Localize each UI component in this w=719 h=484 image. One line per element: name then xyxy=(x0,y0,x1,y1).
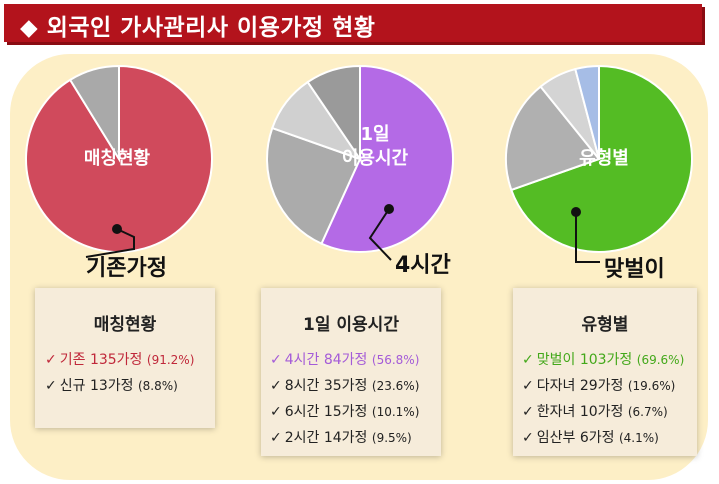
item-percent: (4.1%) xyxy=(618,431,659,445)
summary-item: ✓ 4시간 84가정 (56.8%) xyxy=(270,347,441,373)
callout-dot-3 xyxy=(571,207,581,217)
item-percent: (91.2%) xyxy=(146,353,195,367)
item-text: 기존 135가정 xyxy=(59,352,147,368)
item-text: 신규 13가정 xyxy=(59,378,138,394)
summary-item: ✓ 맞벌이 103가정 (69.6%) xyxy=(522,347,697,373)
summary-item: ✓ 신규 13가정 (8.8%) xyxy=(45,373,215,399)
check-icon: ✓ xyxy=(522,378,534,394)
callout-line-2 xyxy=(368,208,392,261)
box-title: 유형별 xyxy=(581,315,629,335)
page-title: ◆ 외국인 가사관리사 이용가정 현황 xyxy=(20,15,376,41)
summary-box-daily-hours: 1일 이용시간 ✓ 4시간 84가정 (56.8%) ✓ 8시간 35가정 (23.6… xyxy=(261,288,441,456)
check-icon: ✓ xyxy=(522,430,534,446)
check-icon: ✓ xyxy=(270,378,282,394)
item-percent: (8.8%) xyxy=(137,379,178,393)
callout-line-1 xyxy=(85,228,135,258)
box-items: ✓ 4시간 84가정 (56.8%) ✓ 8시간 35가정 (23.6%) ✓ 6시간 1… xyxy=(261,347,441,451)
item-percent: (19.6%) xyxy=(627,379,676,393)
summary-item: ✓ 2시간 14가정 (9.5%) xyxy=(270,425,441,451)
box-items: ✓ 맞벌이 103가정 (69.6%) ✓ 다자녀 29가정 (19.6%) ✓ 한자녀 … xyxy=(513,347,697,451)
callout-line-3 xyxy=(575,212,600,263)
pie-center-label: 1일 xyxy=(360,124,389,145)
box-title: 1일 이용시간 xyxy=(303,315,399,335)
callout-dot-1 xyxy=(112,224,122,234)
item-text: 2시간 14가정 xyxy=(284,430,372,446)
check-icon: ✓ xyxy=(270,404,282,420)
item-text: 다자녀 29가정 xyxy=(536,378,628,394)
check-icon: ✓ xyxy=(522,352,534,368)
pie-slice xyxy=(505,85,601,192)
callout-dot-2 xyxy=(384,204,394,214)
box-items: ✓ 기존 135가정 (91.2%) ✓ 신규 13가정 (8.8%) xyxy=(35,347,215,399)
callout-label-3: 맞벌이 xyxy=(604,257,665,282)
item-percent: (10.1%) xyxy=(371,405,420,419)
check-icon: ✓ xyxy=(45,352,57,368)
pie-center-label: 매칭현황 xyxy=(84,148,151,169)
check-icon: ✓ xyxy=(45,378,57,394)
summary-item: ✓ 한자녀 10가정 (6.7%) xyxy=(522,399,697,425)
item-text: 4시간 84가정 xyxy=(284,352,372,368)
item-text: 임산부 6가정 xyxy=(536,430,619,446)
item-percent: (6.7%) xyxy=(627,405,668,419)
check-icon: ✓ xyxy=(522,404,534,420)
pie-slice xyxy=(266,126,362,245)
pie-slice xyxy=(68,64,120,163)
pie-chart-matching: 매칭현황 xyxy=(25,64,213,253)
item-percent: (56.8%) xyxy=(371,353,420,367)
pie-slice xyxy=(320,64,454,253)
pie-slice xyxy=(306,64,361,163)
item-text: 6시간 15가정 xyxy=(284,404,372,420)
check-icon: ✓ xyxy=(270,352,282,368)
pie-center-label: 이용시간 xyxy=(342,148,409,169)
callout-label-1: 기존가정 xyxy=(86,256,167,281)
summary-item: ✓ 8시간 35가정 (23.6%) xyxy=(270,373,441,399)
pie-center-label: 유형별 xyxy=(579,148,629,169)
pie-slice xyxy=(574,64,600,160)
item-percent: (23.6%) xyxy=(371,379,420,393)
summary-box-type: 유형별 ✓ 맞벌이 103가정 (69.6%) ✓ 다자녀 29가정 (19.6%) ✓… xyxy=(513,288,697,456)
item-text: 맞벌이 103가정 xyxy=(536,352,637,368)
item-percent: (9.5%) xyxy=(371,431,412,445)
summary-box-matching: 매칭현황 ✓ 기존 135가정 (91.2%) ✓ 신규 13가정 (8.8%) xyxy=(35,288,215,428)
item-text: 한자녀 10가정 xyxy=(536,404,628,420)
item-percent: (69.6%) xyxy=(636,353,685,367)
pie-chart-type: 유형별 xyxy=(505,64,693,253)
title-bar: ◆ 외국인 가사관리사 이용가정 현황 xyxy=(4,4,702,42)
box-title: 매칭현황 xyxy=(93,315,157,335)
summary-item: ✓ 다자녀 29가정 (19.6%) xyxy=(522,373,697,399)
summary-item: ✓ 6시간 15가정 (10.1%) xyxy=(270,399,441,425)
check-icon: ✓ xyxy=(270,430,282,446)
callout-label-2: 4시간 xyxy=(395,253,451,278)
summary-item: ✓ 기존 135가정 (91.2%) xyxy=(45,347,215,373)
summary-item: ✓ 임산부 6가정 (4.1%) xyxy=(522,425,697,451)
item-text: 8시간 35가정 xyxy=(284,378,372,394)
pie-slice xyxy=(510,64,693,253)
